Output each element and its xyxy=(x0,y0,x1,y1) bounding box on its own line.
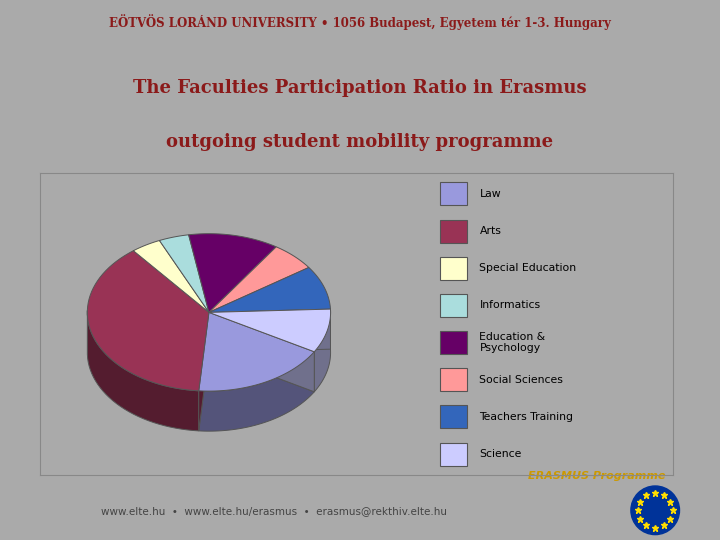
Text: Teachers Training: Teachers Training xyxy=(480,412,573,422)
Text: Education &
Psychology: Education & Psychology xyxy=(480,332,546,353)
Polygon shape xyxy=(209,309,330,353)
Polygon shape xyxy=(209,312,314,392)
Text: Law: Law xyxy=(480,189,501,199)
Bar xyxy=(440,443,467,465)
Polygon shape xyxy=(133,240,209,312)
Text: Special Education: Special Education xyxy=(480,264,577,273)
Polygon shape xyxy=(199,312,209,431)
Polygon shape xyxy=(209,312,314,392)
Text: Social Sciences: Social Sciences xyxy=(480,375,563,384)
Polygon shape xyxy=(199,352,314,431)
Bar xyxy=(440,183,467,205)
Bar xyxy=(440,257,467,280)
Text: outgoing student mobility programme: outgoing student mobility programme xyxy=(166,133,554,151)
Polygon shape xyxy=(209,309,330,353)
Text: ERASMUS Programme: ERASMUS Programme xyxy=(528,470,665,481)
Text: Arts: Arts xyxy=(480,226,501,236)
Polygon shape xyxy=(159,235,209,312)
Polygon shape xyxy=(209,247,309,312)
Text: www.elte.hu  •  www.elte.hu/erasmus  •  erasmus@rekthiv.elte.hu: www.elte.hu • www.elte.hu/erasmus • eras… xyxy=(101,507,446,517)
Polygon shape xyxy=(209,267,330,312)
Bar xyxy=(440,220,467,242)
Polygon shape xyxy=(87,310,199,431)
Bar xyxy=(440,294,467,317)
Text: Informatics: Informatics xyxy=(480,300,541,310)
Circle shape xyxy=(631,486,680,535)
Polygon shape xyxy=(199,312,314,391)
Bar xyxy=(440,368,467,391)
Bar xyxy=(440,406,467,428)
Text: The Faculties Participation Ratio in Erasmus: The Faculties Participation Ratio in Era… xyxy=(133,79,587,97)
Polygon shape xyxy=(87,251,209,391)
Polygon shape xyxy=(209,309,330,352)
Bar xyxy=(440,331,467,354)
Text: EÖTVÖS LORÁND UNIVERSITY • 1056 Budapest, Egyetem tér 1-3. Hungary: EÖTVÖS LORÁND UNIVERSITY • 1056 Budapest… xyxy=(109,15,611,30)
Polygon shape xyxy=(189,234,276,312)
Polygon shape xyxy=(199,312,209,431)
Text: Science: Science xyxy=(480,449,522,459)
Polygon shape xyxy=(314,309,330,392)
